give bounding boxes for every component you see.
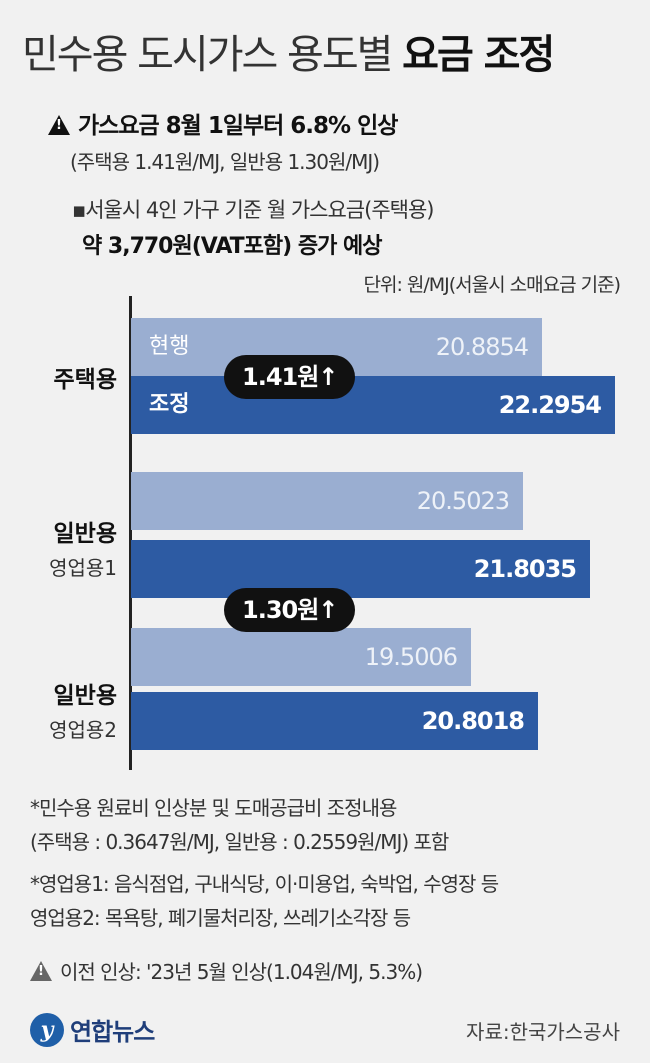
warning-triangle-icon bbox=[30, 961, 52, 981]
footnote-1-sub: (주택용 : 0.3647원/MJ, 일반용 : 0.2559원/MJ) 포함 bbox=[30, 830, 449, 854]
increase-pill-residential: 1.41원↑ bbox=[224, 355, 356, 399]
title-bold: 요금 조정 bbox=[402, 32, 555, 78]
bar-value-adjusted-2: 20.8018 bbox=[421, 707, 525, 735]
notice-headline-sub: (주택용 1.41원/MJ, 일반용 1.30원/MJ) bbox=[70, 150, 380, 174]
category-sub-1: 영업용1 bbox=[49, 556, 117, 580]
notice-household: ▪서울시 4인 가구 기준 월 가스요금(주택용) bbox=[72, 198, 434, 222]
bar-value-current-1: 20.5023 bbox=[416, 487, 510, 515]
title-plain: 민수용 도시가스 용도별 bbox=[22, 32, 393, 78]
notice-household-sub: 약 3,770원(VAT포함) 증가 예상 bbox=[82, 234, 382, 259]
notice-headline-text: 가스요금 8월 1일부터 6.8% 인상 bbox=[78, 113, 398, 139]
footnote-3-text: 이전 인상: '23년 5월 인상(1.04원/MJ, 5.3%) bbox=[60, 960, 423, 984]
unit-label: 단위: 원/MJ(서울시 소매요금 기준) bbox=[363, 274, 621, 296]
bar-adjusted-0: 조정 22.2954 bbox=[131, 376, 615, 434]
logo-text: 연합뉴스 bbox=[70, 1018, 155, 1046]
bar-value-adjusted-1: 21.8035 bbox=[473, 555, 577, 583]
bar-current-0: 현행 20.8854 bbox=[131, 318, 542, 376]
footnote-2-sub: 영업용2: 목욕탕, 폐기물처리장, 쓰레기소각장 등 bbox=[30, 906, 411, 930]
category-main-0: 주택용 bbox=[53, 367, 117, 393]
bar-current-2: 19.5006 bbox=[131, 628, 471, 686]
yonhap-logo: y 연합뉴스 bbox=[30, 1012, 155, 1047]
source-label: 자료:한국가스공사 bbox=[466, 1020, 620, 1044]
bar-value-adjusted-0: 22.2954 bbox=[498, 391, 602, 419]
category-main-1: 일반용 bbox=[53, 521, 117, 547]
bar-adjusted-2: 20.8018 bbox=[131, 692, 538, 750]
category-label-1: 일반용 영업용1 bbox=[49, 514, 117, 581]
bar-value-current-2: 19.5006 bbox=[364, 643, 458, 671]
page-title: 민수용 도시가스 용도별 요금 조정 bbox=[22, 22, 555, 80]
series-label-current: 현행 bbox=[149, 334, 190, 359]
category-label-0: 주택용 bbox=[54, 360, 117, 394]
yonhap-logo-icon: y bbox=[30, 1012, 64, 1047]
footnote-1: *민수용 원료비 인상분 및 도매공급비 조정내용 bbox=[30, 796, 397, 820]
bar-adjusted-1: 21.8035 bbox=[131, 540, 590, 598]
chart-axis bbox=[129, 296, 132, 770]
warning-triangle-icon bbox=[48, 115, 70, 135]
series-label-adjusted: 조정 bbox=[149, 392, 190, 417]
increase-pill-commercial: 1.30원↑ bbox=[224, 588, 356, 632]
bar-current-1: 20.5023 bbox=[131, 472, 523, 530]
category-sub-2: 영업용2 bbox=[49, 718, 117, 742]
notice-headline: 가스요금 8월 1일부터 6.8% 인상 bbox=[48, 106, 398, 140]
footnote-3: 이전 인상: '23년 5월 인상(1.04원/MJ, 5.3%) bbox=[30, 956, 423, 985]
category-label-2: 일반용 영업용2 bbox=[49, 676, 117, 743]
category-main-2: 일반용 bbox=[53, 683, 117, 709]
footnote-2: *영업용1: 음식점업, 구내식당, 이·미용업, 숙박업, 수영장 등 bbox=[30, 872, 499, 896]
bar-value-current-0: 20.8854 bbox=[435, 333, 529, 361]
